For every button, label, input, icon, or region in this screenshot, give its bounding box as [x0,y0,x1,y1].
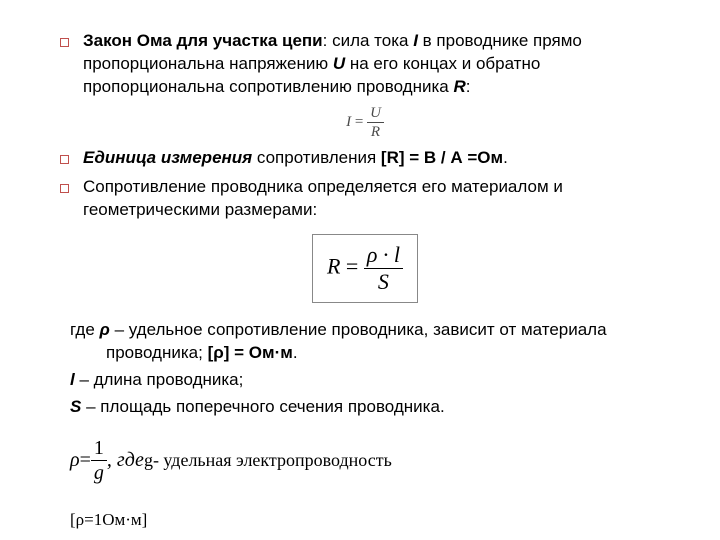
bullet-item-1: Закон Ома для участка цепи: сила тока I … [60,30,670,99]
comma-gde: , где [107,449,144,472]
t: – длина проводника; [75,370,244,389]
bullet-text-3: Сопротивление проводника определяется ег… [83,176,670,222]
t: сопротивления [252,148,381,167]
t: : сила тока [323,31,414,50]
t: – площадь поперечного сечения проводника… [81,397,444,416]
bullet-item-2: Единица измерения сопротивления [R] = В … [60,147,670,170]
t: . [503,148,508,167]
symbol-rho: ρ [100,320,110,339]
sym-R: R [327,253,340,278]
symbol-R: R [453,77,465,96]
unit-lead: Единица измерения [83,148,252,167]
eq: = [80,449,91,472]
slide: Закон Ома для участка цепи: сила тока I … [0,0,720,540]
fraction: ρ · lS [364,243,403,294]
bullet-marker [60,184,69,193]
bullet-text-1: Закон Ома для участка цепи: сила тока I … [83,30,670,99]
numerator: 1 [91,437,107,461]
fraction: 1g [91,437,107,484]
sym-rho: ρ [70,449,80,472]
where-l: l – длина проводника; [70,369,670,392]
denominator: R [367,123,384,141]
where-S: S – площадь поперечного сечения проводни… [70,396,670,419]
fraction: UR [367,105,384,141]
bullet-item-3: Сопротивление проводника определяется ег… [60,176,670,222]
ohm-law-title: Закон Ома для участка цепи [83,31,323,50]
unit-R: [R] = В / А =Ом [381,148,503,167]
bullet-text-2: Единица измерения сопротивления [R] = В … [83,147,670,170]
formula-rho-inner: ρ = 1g, где g - удельная электропроводно… [70,437,392,484]
formula-resistance-box: R = ρ · lS [312,234,418,303]
sym-g: g [144,450,153,471]
rho-dimension: [ρ=1Ом·м] [70,510,670,530]
bullet-marker [60,155,69,164]
symbol-U: U [333,54,345,73]
rho-tail: - удельная электропроводность [153,450,392,471]
formula-ohm-law-inner: I = UR [346,114,384,130]
where-rho: где ρ – удельное сопротивление проводник… [106,319,670,365]
bullet-marker [60,38,69,47]
numerator: ρ · l [364,243,403,269]
t: где [70,320,100,339]
t: : [466,77,471,96]
formula-rho: ρ = 1g, где g - удельная электропроводно… [70,437,670,484]
formula-resistance: R = ρ · lS [60,228,670,313]
rho-unit: [ρ] = Ом·м [208,343,293,362]
symbol-S: S [70,397,81,416]
formula-ohm-law: I = UR [60,105,670,141]
denominator: g [91,461,107,484]
numerator: U [367,105,384,124]
t: . [293,343,298,362]
eq: = [340,253,363,278]
denominator: S [364,269,403,294]
eq: = [351,114,367,130]
t: – удельное сопротивление проводника, зав… [106,320,607,362]
